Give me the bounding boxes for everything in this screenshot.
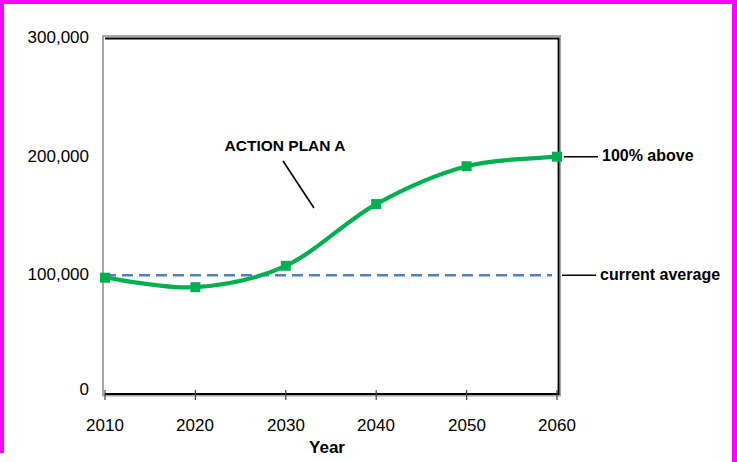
annotation-100-percent-above: 100% above [602, 147, 694, 165]
line-chart-plot [0, 0, 737, 462]
chart-canvas: 300,000 200,000 100,000 0 2010 2020 2030… [0, 0, 737, 462]
y-tick-label-0: 0 [9, 380, 89, 400]
x-tick-label-2040: 2040 [336, 416, 416, 436]
y-tick-label-200000: 200,000 [9, 147, 89, 167]
annotation-current-average: current average [600, 266, 720, 284]
y-tick-label-100000: 100,000 [9, 265, 89, 285]
x-tick-label-2020: 2020 [155, 416, 235, 436]
x-tick-label-2030: 2030 [246, 416, 326, 436]
x-tick-label-2060: 2060 [517, 416, 597, 436]
x-tick-label-2010: 2010 [65, 416, 145, 436]
annotation-action-plan-a: ACTION PLAN A [205, 137, 365, 155]
x-tick-label-2050: 2050 [427, 416, 507, 436]
x-axis-title: Year [287, 438, 367, 458]
y-tick-label-300000: 300,000 [9, 28, 89, 48]
